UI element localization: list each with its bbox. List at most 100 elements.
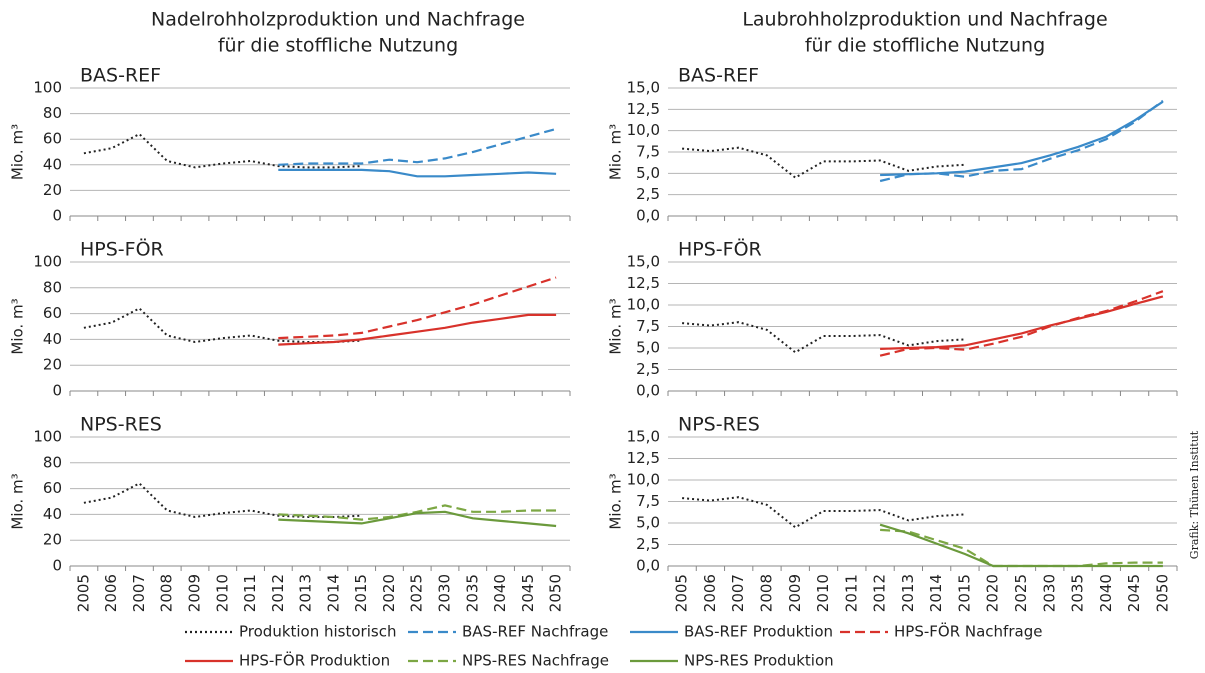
y-axis-label: Mio. m³ — [607, 473, 625, 529]
panel-title: BAS-REF — [80, 65, 161, 87]
column-heading: Nadelrohholzproduktion und Nachfrage — [151, 9, 525, 31]
x-tick-label: 2010 — [213, 574, 231, 612]
y-tick-label: 0 — [52, 382, 62, 400]
x-tick-label: 2008 — [158, 574, 176, 612]
series-line — [278, 276, 557, 340]
x-tick-label: 2025 — [408, 574, 426, 612]
y-tick-label: 2,5 — [636, 535, 660, 553]
y-axis-label: Mio. m³ — [9, 298, 27, 354]
x-tick-label: 2006 — [701, 574, 719, 612]
y-tick-label: 15,0 — [627, 253, 660, 271]
y-tick-label: 40 — [43, 155, 62, 173]
y-tick-label: 7,5 — [636, 143, 660, 161]
legend-label: BAS-REF Nachfrage — [462, 623, 608, 641]
y-tick-label: 12,5 — [627, 100, 660, 118]
column-heading: für die stoffliche Nutzung — [805, 35, 1045, 57]
x-tick-label: 2010 — [814, 574, 832, 612]
x-tick-label: 2005 — [74, 574, 92, 612]
y-tick-label: 0,0 — [636, 207, 660, 225]
series-line — [879, 290, 1164, 357]
y-tick-label: 40 — [43, 330, 62, 348]
x-tick-label: 2045 — [1125, 574, 1143, 612]
x-tick-label: 2045 — [519, 574, 537, 612]
y-axis-label: Mio. m³ — [9, 124, 27, 180]
panel-title: NPS-RES — [80, 414, 162, 436]
y-tick-label: 5,0 — [636, 164, 660, 182]
y-tick-label: 100 — [33, 253, 62, 271]
x-tick-label: 2009 — [786, 574, 804, 612]
x-tick-label: 2025 — [1012, 574, 1030, 612]
y-axis-label: Mio. m³ — [607, 298, 625, 354]
y-tick-label: 60 — [43, 130, 62, 148]
series-line — [682, 321, 965, 354]
x-tick-label: 2008 — [757, 574, 775, 612]
x-tick-label: 2011 — [241, 574, 259, 612]
series-line — [879, 523, 1163, 568]
legend-label: HPS-FÖR Nachfrage — [894, 622, 1042, 641]
x-tick-label: 2015 — [955, 574, 973, 612]
y-tick-label: 2,5 — [636, 360, 660, 378]
x-tick-label: 2006 — [102, 574, 120, 612]
series-line — [880, 295, 1164, 350]
credit: Grafik: Thünen Institut — [1188, 430, 1201, 559]
series-line — [880, 100, 1164, 177]
y-tick-label: 12,5 — [627, 274, 660, 292]
series-line — [278, 168, 557, 178]
y-tick-label: 0,0 — [636, 557, 660, 575]
column-heading: für die stoffliche Nutzung — [218, 35, 458, 57]
legend-label: NPS-RES Nachfrage — [462, 652, 609, 670]
x-tick-label: 2035 — [463, 574, 481, 612]
y-tick-label: 7,5 — [636, 317, 660, 335]
y-tick-label: 60 — [43, 304, 62, 322]
y-tick-label: 2,5 — [636, 185, 660, 203]
y-axis-label: Mio. m³ — [607, 124, 625, 180]
x-tick-label: 2012 — [871, 574, 889, 612]
legend-label: BAS-REF Produktion — [684, 623, 833, 641]
y-tick-label: 7,5 — [636, 492, 660, 510]
y-tick-label: 100 — [33, 79, 62, 97]
panel-title: BAS-REF — [678, 65, 759, 87]
x-tick-label: 2009 — [186, 574, 204, 612]
series-line — [278, 510, 557, 528]
x-tick-label: 2030 — [1040, 574, 1058, 612]
x-tick-label: 2020 — [984, 574, 1002, 612]
legend-label: Produktion historisch — [239, 623, 396, 641]
y-axis-label: Mio. m³ — [9, 473, 27, 529]
series-line — [880, 528, 1163, 568]
y-tick-label: 80 — [43, 453, 62, 471]
panel-title: NPS-RES — [678, 414, 760, 436]
y-tick-label: 20 — [43, 531, 62, 549]
y-tick-label: 0,0 — [636, 382, 660, 400]
y-tick-label: 12,5 — [627, 449, 660, 467]
x-tick-label: 2040 — [1097, 574, 1115, 612]
y-tick-label: 0 — [52, 557, 62, 575]
x-tick-label: 2005 — [673, 574, 691, 612]
x-tick-label: 2015 — [352, 574, 370, 612]
legend-label: HPS-FÖR Produktion — [239, 651, 390, 670]
y-tick-label: 15,0 — [627, 428, 660, 446]
x-tick-label: 2007 — [729, 574, 747, 612]
x-tick-label: 2011 — [842, 574, 860, 612]
y-tick-label: 5,0 — [636, 514, 660, 532]
y-tick-label: 80 — [43, 104, 62, 122]
series-line — [278, 504, 557, 521]
series-line — [278, 127, 557, 166]
y-tick-label: 10,0 — [627, 121, 660, 139]
panel-title: HPS-FÖR — [80, 238, 164, 261]
x-tick-label: 2040 — [491, 574, 509, 612]
series-line — [278, 313, 557, 346]
x-tick-label: 2050 — [547, 574, 565, 612]
series-line — [682, 496, 965, 529]
y-tick-label: 80 — [43, 278, 62, 296]
x-tick-label: 2014 — [927, 574, 945, 612]
x-tick-label: 2012 — [269, 574, 287, 612]
column-heading: Laubrohholzproduktion und Nachfrage — [742, 9, 1107, 31]
x-tick-label: 2013 — [899, 574, 917, 612]
y-tick-label: 0 — [52, 207, 62, 225]
y-tick-label: 15,0 — [627, 79, 660, 97]
y-tick-label: 20 — [43, 181, 62, 199]
y-tick-label: 20 — [43, 356, 62, 374]
x-tick-label: 2013 — [297, 574, 315, 612]
y-tick-label: 60 — [43, 479, 62, 497]
